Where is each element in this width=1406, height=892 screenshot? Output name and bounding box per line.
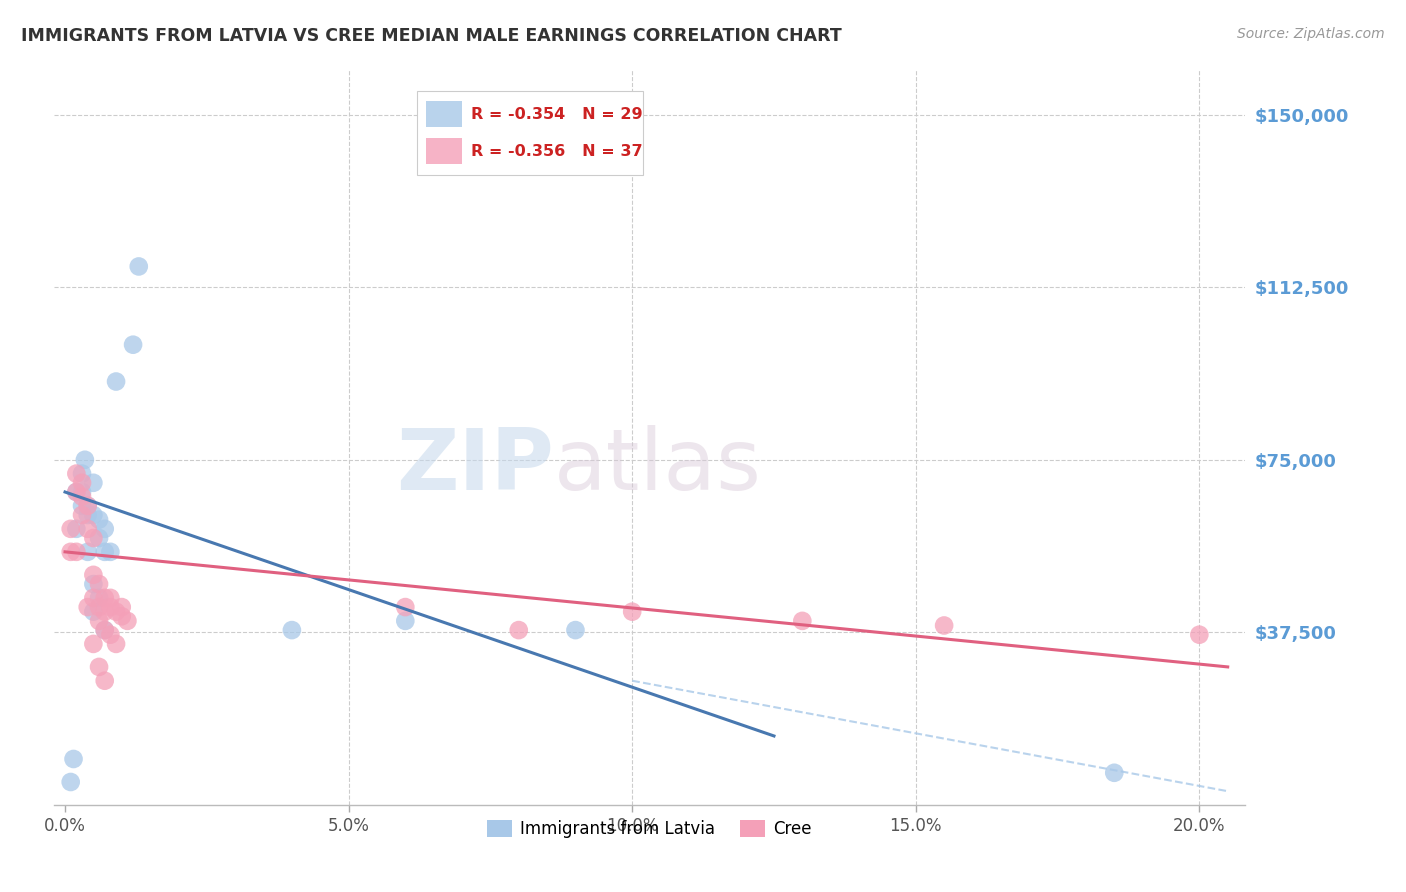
Text: Source: ZipAtlas.com: Source: ZipAtlas.com xyxy=(1237,27,1385,41)
Point xyxy=(93,545,115,559)
Point xyxy=(394,600,416,615)
Point xyxy=(128,260,150,274)
Point xyxy=(70,490,93,504)
Point xyxy=(93,522,115,536)
Text: ZIP: ZIP xyxy=(396,425,554,508)
Text: atlas: atlas xyxy=(554,425,762,508)
Point xyxy=(122,337,145,351)
Point xyxy=(100,591,122,605)
Point xyxy=(117,614,139,628)
Point xyxy=(93,591,115,605)
Point xyxy=(76,545,98,559)
Text: IMMIGRANTS FROM LATVIA VS CREE MEDIAN MALE EARNINGS CORRELATION CHART: IMMIGRANTS FROM LATVIA VS CREE MEDIAN MA… xyxy=(21,27,842,45)
Point xyxy=(82,605,104,619)
Point xyxy=(508,623,530,637)
Point xyxy=(65,467,87,481)
Point xyxy=(82,531,104,545)
Point xyxy=(281,623,304,637)
Point xyxy=(93,623,115,637)
Point xyxy=(100,628,122,642)
Text: R = -0.354   N = 29: R = -0.354 N = 29 xyxy=(471,107,643,121)
Point xyxy=(65,485,87,500)
Point xyxy=(87,577,110,591)
Point xyxy=(87,531,110,545)
Legend: Immigrants from Latvia, Cree: Immigrants from Latvia, Cree xyxy=(479,813,818,845)
Point xyxy=(76,499,98,513)
Point xyxy=(792,614,814,628)
Text: R = -0.356   N = 37: R = -0.356 N = 37 xyxy=(471,144,643,159)
FancyBboxPatch shape xyxy=(426,101,463,128)
Point xyxy=(87,591,110,605)
Point xyxy=(59,545,82,559)
Point xyxy=(621,605,644,619)
Point xyxy=(100,600,122,615)
Point xyxy=(93,605,115,619)
Point xyxy=(82,577,104,591)
Point xyxy=(70,485,93,500)
Point xyxy=(76,522,98,536)
Point xyxy=(87,614,110,628)
Point xyxy=(82,637,104,651)
Point xyxy=(82,508,104,522)
Point xyxy=(1188,628,1211,642)
Point xyxy=(65,545,87,559)
Point xyxy=(394,614,416,628)
Point xyxy=(1104,765,1126,780)
Point xyxy=(87,600,110,615)
FancyBboxPatch shape xyxy=(418,91,644,176)
Point xyxy=(70,475,93,490)
Point xyxy=(564,623,586,637)
Point xyxy=(65,522,87,536)
Point xyxy=(73,452,96,467)
Point xyxy=(105,375,128,389)
Point xyxy=(111,600,134,615)
Point xyxy=(932,618,955,632)
Point xyxy=(87,660,110,674)
Point xyxy=(76,600,98,615)
Point xyxy=(70,499,93,513)
Point xyxy=(93,623,115,637)
Point xyxy=(59,522,82,536)
Point xyxy=(111,609,134,624)
Point xyxy=(82,591,104,605)
Point xyxy=(82,475,104,490)
Point xyxy=(93,673,115,688)
Point xyxy=(59,775,82,789)
Point xyxy=(105,605,128,619)
FancyBboxPatch shape xyxy=(426,137,463,164)
Point xyxy=(105,637,128,651)
Point xyxy=(87,513,110,527)
Point xyxy=(100,545,122,559)
Point xyxy=(76,499,98,513)
Point xyxy=(76,508,98,522)
Point xyxy=(82,567,104,582)
Point xyxy=(70,508,93,522)
Point xyxy=(62,752,84,766)
Point xyxy=(65,485,87,500)
Point xyxy=(70,467,93,481)
